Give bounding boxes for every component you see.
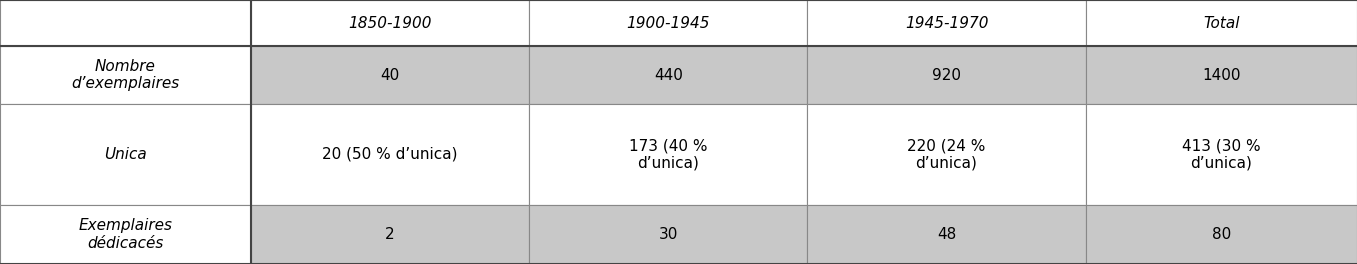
Text: 1400: 1400	[1202, 68, 1240, 83]
Text: 173 (40 %
d’unica): 173 (40 % d’unica)	[630, 138, 707, 171]
Bar	[1086, 0, 1357, 46]
Text: Total: Total	[1204, 16, 1239, 31]
Text: 20 (50 % d’unica): 20 (50 % d’unica)	[323, 147, 457, 162]
Bar	[1086, 46, 1357, 104]
Bar	[807, 46, 1086, 104]
Text: Nombre
d’exemplaires: Nombre d’exemplaires	[72, 59, 179, 91]
Bar	[251, 104, 529, 205]
Text: 1945-1970: 1945-1970	[905, 16, 988, 31]
Bar	[529, 104, 807, 205]
Bar	[807, 0, 1086, 46]
Text: 1900-1945: 1900-1945	[627, 16, 710, 31]
Bar	[251, 0, 529, 46]
Bar	[0, 46, 251, 104]
Bar	[0, 0, 251, 46]
Bar	[0, 205, 251, 264]
Bar	[1086, 104, 1357, 205]
Text: 2: 2	[385, 227, 395, 242]
Bar	[0, 104, 251, 205]
Bar	[251, 205, 529, 264]
Text: 440: 440	[654, 68, 683, 83]
Text: 220 (24 %
d’unica): 220 (24 % d’unica)	[908, 138, 985, 171]
Bar	[529, 0, 807, 46]
Text: 1850-1900: 1850-1900	[349, 16, 432, 31]
Bar	[529, 46, 807, 104]
Text: 80: 80	[1212, 227, 1231, 242]
Text: 413 (30 %
d’unica): 413 (30 % d’unica)	[1182, 138, 1261, 171]
Bar	[251, 46, 529, 104]
Bar	[1086, 205, 1357, 264]
Text: 920: 920	[932, 68, 961, 83]
Text: Exemplaires
dédicacés: Exemplaires dédicacés	[79, 218, 172, 251]
Bar	[807, 205, 1086, 264]
Text: Unica: Unica	[104, 147, 147, 162]
Bar	[529, 205, 807, 264]
Text: 40: 40	[380, 68, 400, 83]
Text: 30: 30	[658, 227, 678, 242]
Bar	[807, 104, 1086, 205]
Text: 48: 48	[936, 227, 957, 242]
